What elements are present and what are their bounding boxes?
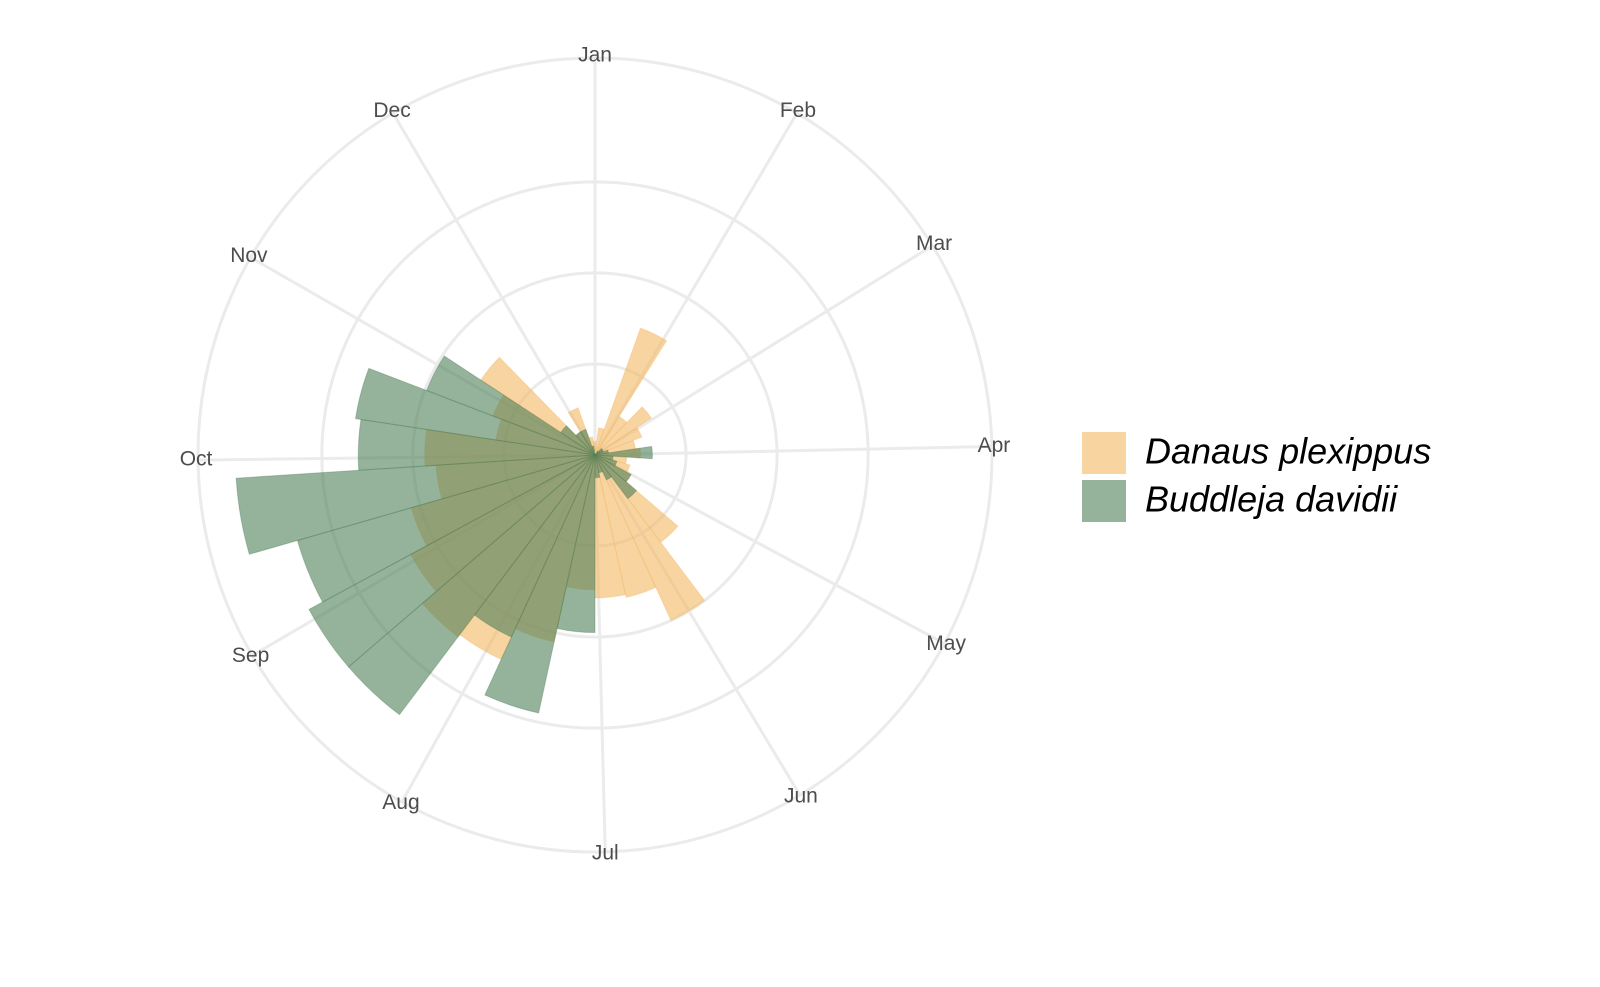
x-tick-label: Nov	[230, 244, 268, 267]
bar-wedge	[594, 454, 657, 598]
x-tick-label: Jun	[784, 784, 818, 807]
bar-wedge	[594, 449, 605, 456]
bar-wedge	[347, 454, 596, 716]
x-tick-label: May	[926, 632, 966, 655]
x-tick-label: Aug	[382, 791, 419, 814]
x-tick-label: Jul	[592, 841, 619, 864]
legend-label: Danaus plexippus	[1145, 431, 1431, 472]
bar-wedge	[473, 454, 596, 638]
bar-wedge	[594, 447, 604, 456]
bar-wedge	[594, 445, 653, 460]
bar-wedge	[594, 454, 614, 461]
bar-wedge	[594, 449, 610, 456]
bar-wedge	[594, 426, 643, 456]
bar-wedge	[484, 454, 596, 714]
bar-wedge	[308, 454, 596, 668]
bar-wedge	[594, 454, 618, 467]
bar-wedge	[556, 454, 596, 634]
bar-wedge	[592, 440, 597, 456]
bar-wedge	[579, 428, 596, 456]
bar-wedge	[594, 406, 653, 456]
grid-spoke	[391, 112, 597, 456]
legend-swatch	[1082, 480, 1126, 522]
grid-spoke	[594, 453, 946, 645]
bar-wedge	[594, 454, 601, 479]
bar-wedge	[425, 355, 596, 456]
bar-wedge	[594, 427, 605, 456]
bar-wedge	[354, 367, 596, 456]
x-tick-label: Jan	[578, 44, 612, 67]
x-tick-label: Oct	[180, 448, 213, 471]
bar-wedge	[594, 415, 628, 456]
bar-wedge	[560, 425, 596, 456]
x-tick-label: Dec	[373, 99, 410, 122]
x-tick-label: Feb	[780, 99, 816, 122]
bar-wedge	[594, 454, 604, 474]
bar-wedge	[594, 454, 613, 481]
bar-wedge	[594, 454, 706, 622]
legend-label: Buddleja davidii	[1145, 479, 1398, 520]
bar-wedge	[296, 454, 596, 603]
bar-wedge	[594, 454, 627, 599]
x-tick-label: Mar	[916, 232, 952, 255]
x-tick-label: Sep	[232, 644, 269, 667]
bar-wedge	[594, 454, 632, 483]
bar-wedge	[235, 454, 596, 555]
bar-wedge	[357, 418, 596, 471]
bar-wedge	[591, 445, 596, 456]
x-tick-label: Apr	[978, 434, 1011, 457]
legend-swatch	[1082, 432, 1126, 474]
bar-wedge	[594, 327, 668, 456]
bar-wedge	[594, 454, 638, 500]
bar-wedge	[594, 450, 599, 456]
grid-spoke	[594, 444, 992, 457]
grid-spoke	[594, 244, 934, 457]
bar-wedge	[575, 431, 596, 456]
